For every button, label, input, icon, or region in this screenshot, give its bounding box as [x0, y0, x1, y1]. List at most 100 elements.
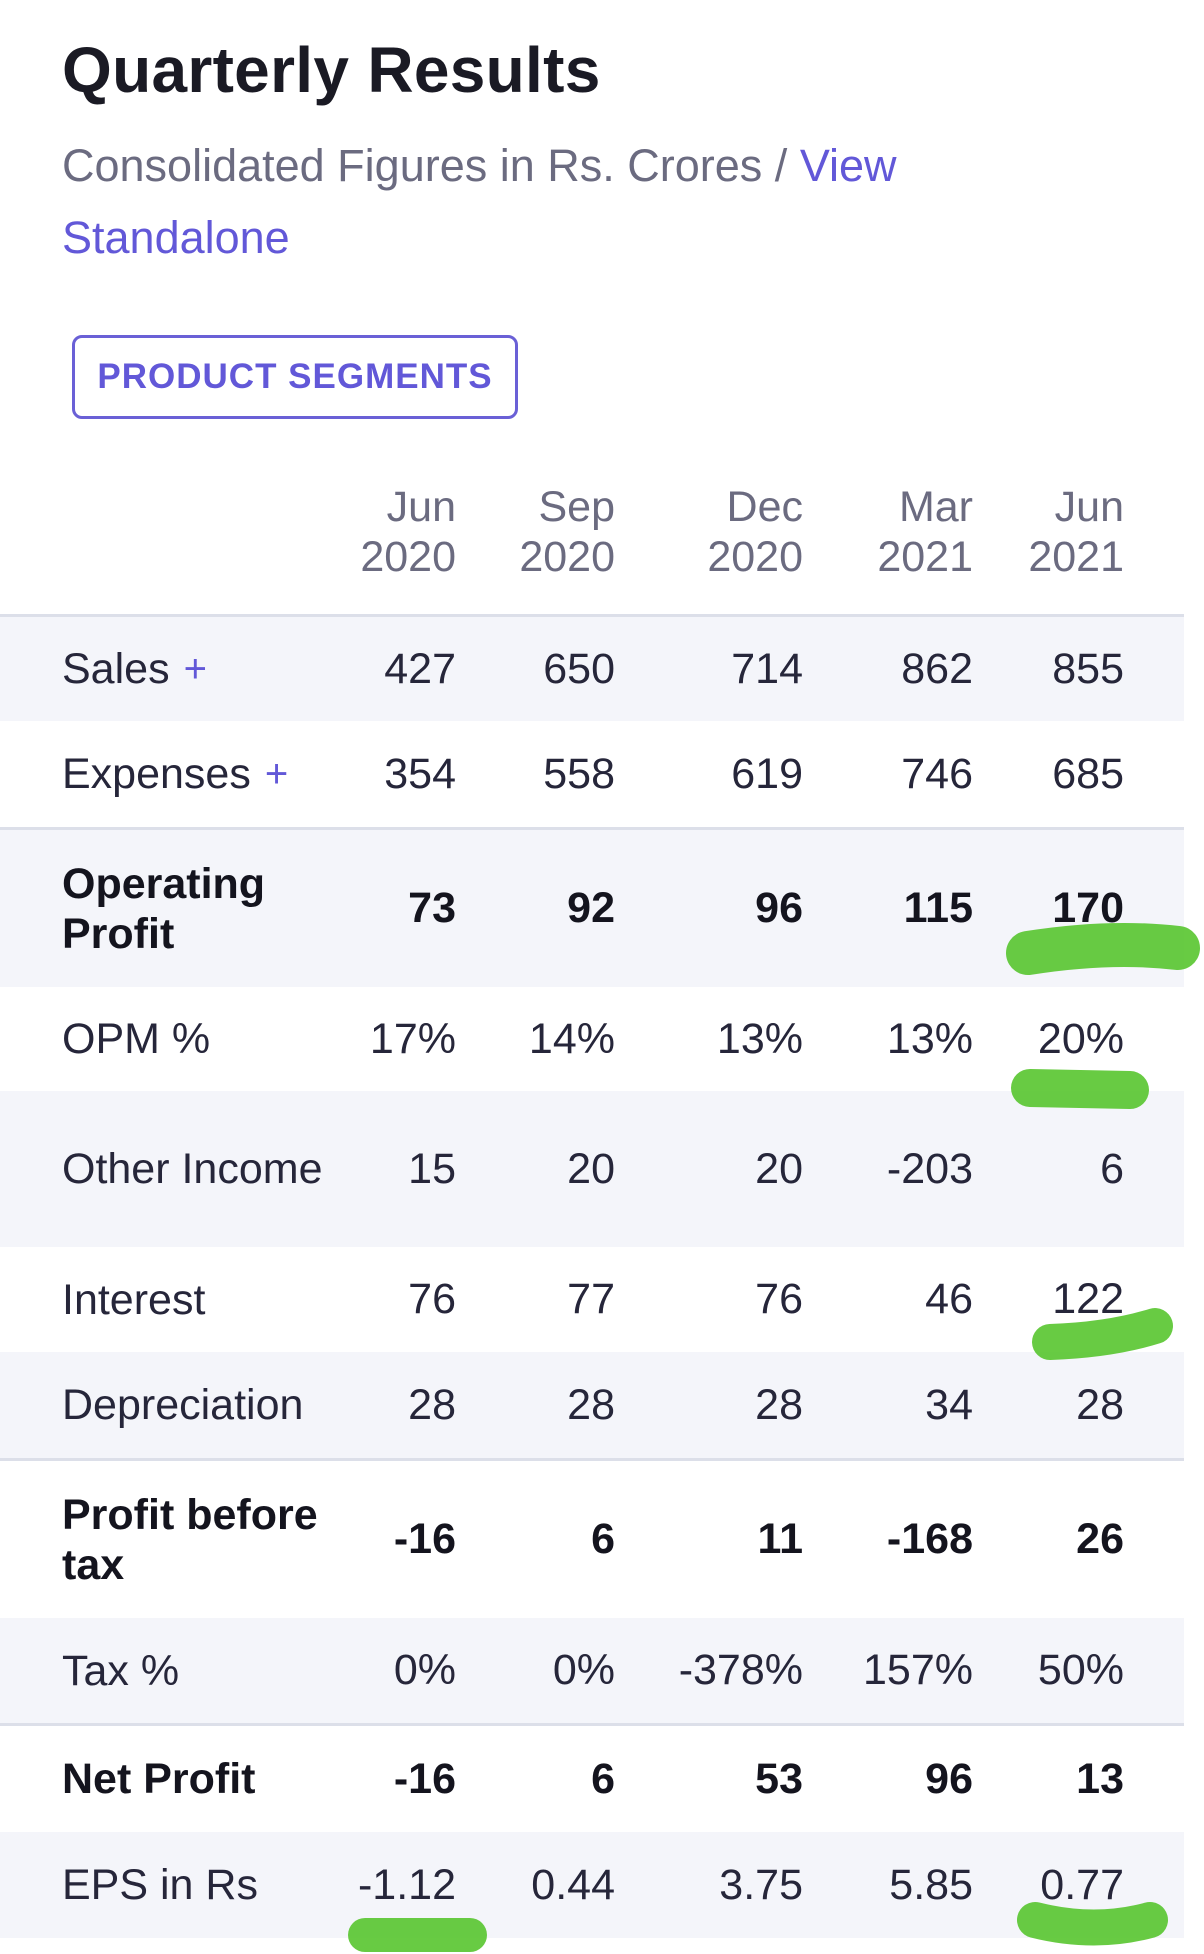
table-cell: 157%	[863, 1646, 973, 1694]
table-cell: 714	[731, 644, 803, 693]
table-row: Interest 76 77 76 46 122	[0, 1247, 1184, 1352]
table-cell: -1.12	[357, 1860, 456, 1909]
subtitle: Consolidated Figures in Rs. Crores / Vie…	[62, 130, 1062, 274]
table-cell: 6	[591, 1515, 615, 1563]
table-cell: 28	[408, 1380, 456, 1429]
expand-plus-icon[interactable]: +	[183, 647, 207, 691]
table-cell: 28	[1076, 1380, 1124, 1429]
table-cell: 115	[903, 884, 973, 932]
table-cell: 28	[755, 1380, 803, 1429]
table-cell: 13%	[886, 1014, 973, 1063]
table-row: Profit before tax -16 6 11 -168 26	[0, 1458, 1184, 1618]
table-cell: 0.44	[531, 1860, 615, 1909]
row-label-text: EPS in Rs	[62, 1861, 258, 1909]
table-cell: 96	[755, 884, 803, 932]
table-row[interactable]: Expenses +354 558 619 746 685	[0, 721, 1184, 827]
table-cell: 34	[925, 1380, 973, 1429]
table-cell: 92	[567, 884, 615, 932]
table-row: EPS in Rs -1.12 0.44 3.75 5.85 0.77	[0, 1832, 1184, 1938]
row-label: Sales +	[62, 617, 207, 721]
subtitle-text: Consolidated Figures in Rs. Crores /	[62, 140, 788, 191]
table-cell: 76	[408, 1275, 456, 1323]
row-label-text: Operating Profit	[62, 859, 266, 958]
table-cell: -168	[886, 1515, 973, 1563]
table-cell: 76	[755, 1275, 803, 1323]
table-cell: 26	[1076, 1515, 1124, 1563]
table-cell: 427	[384, 644, 456, 693]
view-standalone-link[interactable]: View Standalone	[62, 140, 897, 263]
table-row: Net Profit -16 6 53 96 13	[0, 1723, 1184, 1832]
row-label-text: Other Income	[62, 1145, 323, 1193]
row-label: Expenses +	[62, 721, 288, 827]
table-cell: 77	[567, 1275, 615, 1323]
table-row: OPM % 17% 14% 13% 13% 20%	[0, 987, 1184, 1091]
row-label: OPM %	[62, 987, 210, 1091]
quarterly-results-table: Jun 2020 Sep 2020 Dec 2020 Mar 2021 Jun 2021 …	[0, 470, 1184, 1938]
column-header: Mar 2021	[877, 483, 973, 581]
table-cell: 5.85	[889, 1860, 973, 1909]
table-cell: 746	[901, 749, 973, 798]
table-cell: 15	[408, 1144, 456, 1193]
table-cell: 0%	[552, 1646, 615, 1694]
row-label: Operating Profit	[62, 830, 332, 987]
table-cell: 3.75	[719, 1860, 803, 1909]
table-row: Operating Profit 73 92 96 115 170	[0, 827, 1184, 987]
row-label: Net Profit	[62, 1726, 256, 1832]
table-cell: 50%	[1037, 1646, 1124, 1694]
row-label-text: Interest	[62, 1275, 206, 1324]
table-cell: 862	[901, 644, 973, 693]
row-label: EPS in Rs	[62, 1832, 258, 1938]
table-cell: 46	[925, 1275, 973, 1323]
table-cell: -16	[393, 1754, 456, 1803]
table-cell: 6	[591, 1754, 615, 1803]
table-cell: 0.77	[1040, 1860, 1124, 1909]
table-row: Other Income 15 20 20 -203 6	[0, 1091, 1184, 1247]
table-header-row: Jun 2020 Sep 2020 Dec 2020 Mar 2021 Jun 2021	[0, 470, 1184, 617]
table-cell: 73	[408, 884, 456, 932]
row-label: Other Income	[62, 1091, 332, 1247]
table-cell: 53	[755, 1754, 803, 1803]
table-cell: 13%	[716, 1014, 803, 1063]
column-header: Sep 2020	[519, 483, 615, 581]
product-segments-button[interactable]: PRODUCT SEGMENTS	[72, 335, 518, 419]
page-title: Quarterly Results	[62, 34, 601, 106]
table-cell: 11	[757, 1515, 803, 1563]
row-label-text: Net Profit	[62, 1755, 256, 1803]
table-cell: 558	[543, 749, 615, 798]
table-cell: 855	[1052, 644, 1124, 693]
row-label-text: Expenses	[62, 750, 251, 798]
table-cell: 122	[1052, 1275, 1124, 1323]
table-cell: 14%	[528, 1014, 615, 1063]
row-label-text: Depreciation	[62, 1381, 304, 1429]
row-label: Depreciation	[62, 1352, 303, 1458]
row-label-text: Sales	[62, 645, 170, 693]
table-row: Tax % 0% 0% -378% 157% 50%	[0, 1618, 1184, 1723]
expand-plus-icon[interactable]: +	[264, 752, 289, 796]
table-row: Depreciation 28 28 28 34 28	[0, 1352, 1184, 1458]
table-cell: 20	[755, 1144, 803, 1193]
table-cell: 650	[543, 644, 615, 693]
column-header: Jun 2020	[360, 483, 456, 581]
table-cell: 170	[1052, 884, 1124, 932]
row-label: Tax %	[62, 1618, 179, 1723]
table-cell: 13	[1076, 1754, 1124, 1803]
table-cell: 96	[925, 1754, 973, 1803]
table-cell: -203	[886, 1144, 973, 1193]
table-cell: 619	[731, 749, 803, 798]
table-cell: 354	[384, 749, 456, 798]
row-label-text: Profit before tax	[62, 1490, 318, 1589]
table-row[interactable]: Sales +427 650 714 862 855	[0, 617, 1184, 721]
table-cell: 20	[567, 1144, 615, 1193]
column-header: Jun 2021	[1028, 483, 1124, 581]
table-cell: 685	[1052, 749, 1124, 798]
row-label-text: OPM %	[62, 1015, 211, 1063]
table-cell: 20%	[1037, 1014, 1124, 1063]
table-cell: 17%	[369, 1014, 456, 1063]
row-label: Profit before tax	[62, 1461, 332, 1618]
table-cell: 28	[567, 1380, 615, 1429]
table-cell: 6	[1100, 1144, 1124, 1193]
table-cell: 0%	[393, 1646, 456, 1694]
row-label-text: Tax %	[62, 1646, 180, 1695]
column-header: Dec 2020	[707, 483, 803, 581]
table-cell: -378%	[678, 1646, 803, 1694]
